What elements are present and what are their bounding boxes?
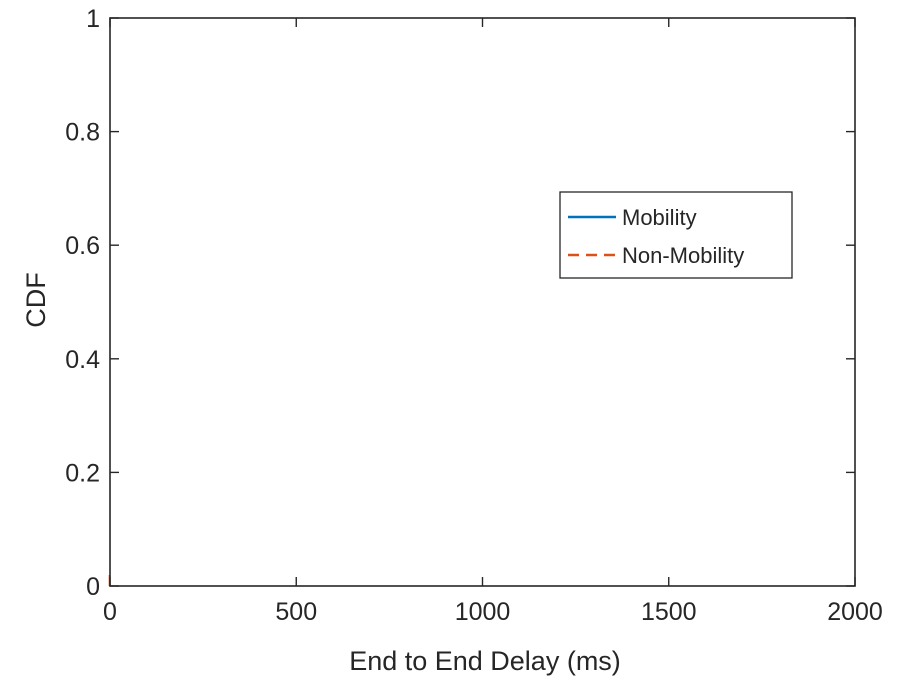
y-axis-label: CDF: [21, 272, 51, 328]
y-tick-label: 0: [86, 573, 100, 601]
legend: Mobility Non-Mobility: [559, 191, 793, 279]
y-tick-label: 0.2: [65, 459, 100, 487]
y-tick-label: 1: [86, 5, 100, 33]
x-tick-label: 500: [275, 598, 317, 626]
x-tick-label: 1000: [455, 598, 511, 626]
y-tick-label: 0.6: [65, 232, 100, 260]
x-tick-label: 2000: [827, 598, 883, 626]
y-tick-label: 0.8: [65, 119, 100, 147]
x-axis-label: End to End Delay (ms): [349, 646, 621, 676]
y-tick-label: 0.4: [65, 346, 100, 374]
plot-frame: [109, 17, 856, 587]
x-tick-label: 0: [103, 598, 117, 626]
axes: 0 500 1000 1500 2000 0 0.2 0.4 0.6 0.8 1: [65, 5, 883, 626]
legend-label: Mobility: [622, 205, 697, 230]
legend-label: Non-Mobility: [622, 243, 744, 268]
x-tick-label: 1500: [641, 598, 697, 626]
legend-box: [559, 191, 793, 279]
